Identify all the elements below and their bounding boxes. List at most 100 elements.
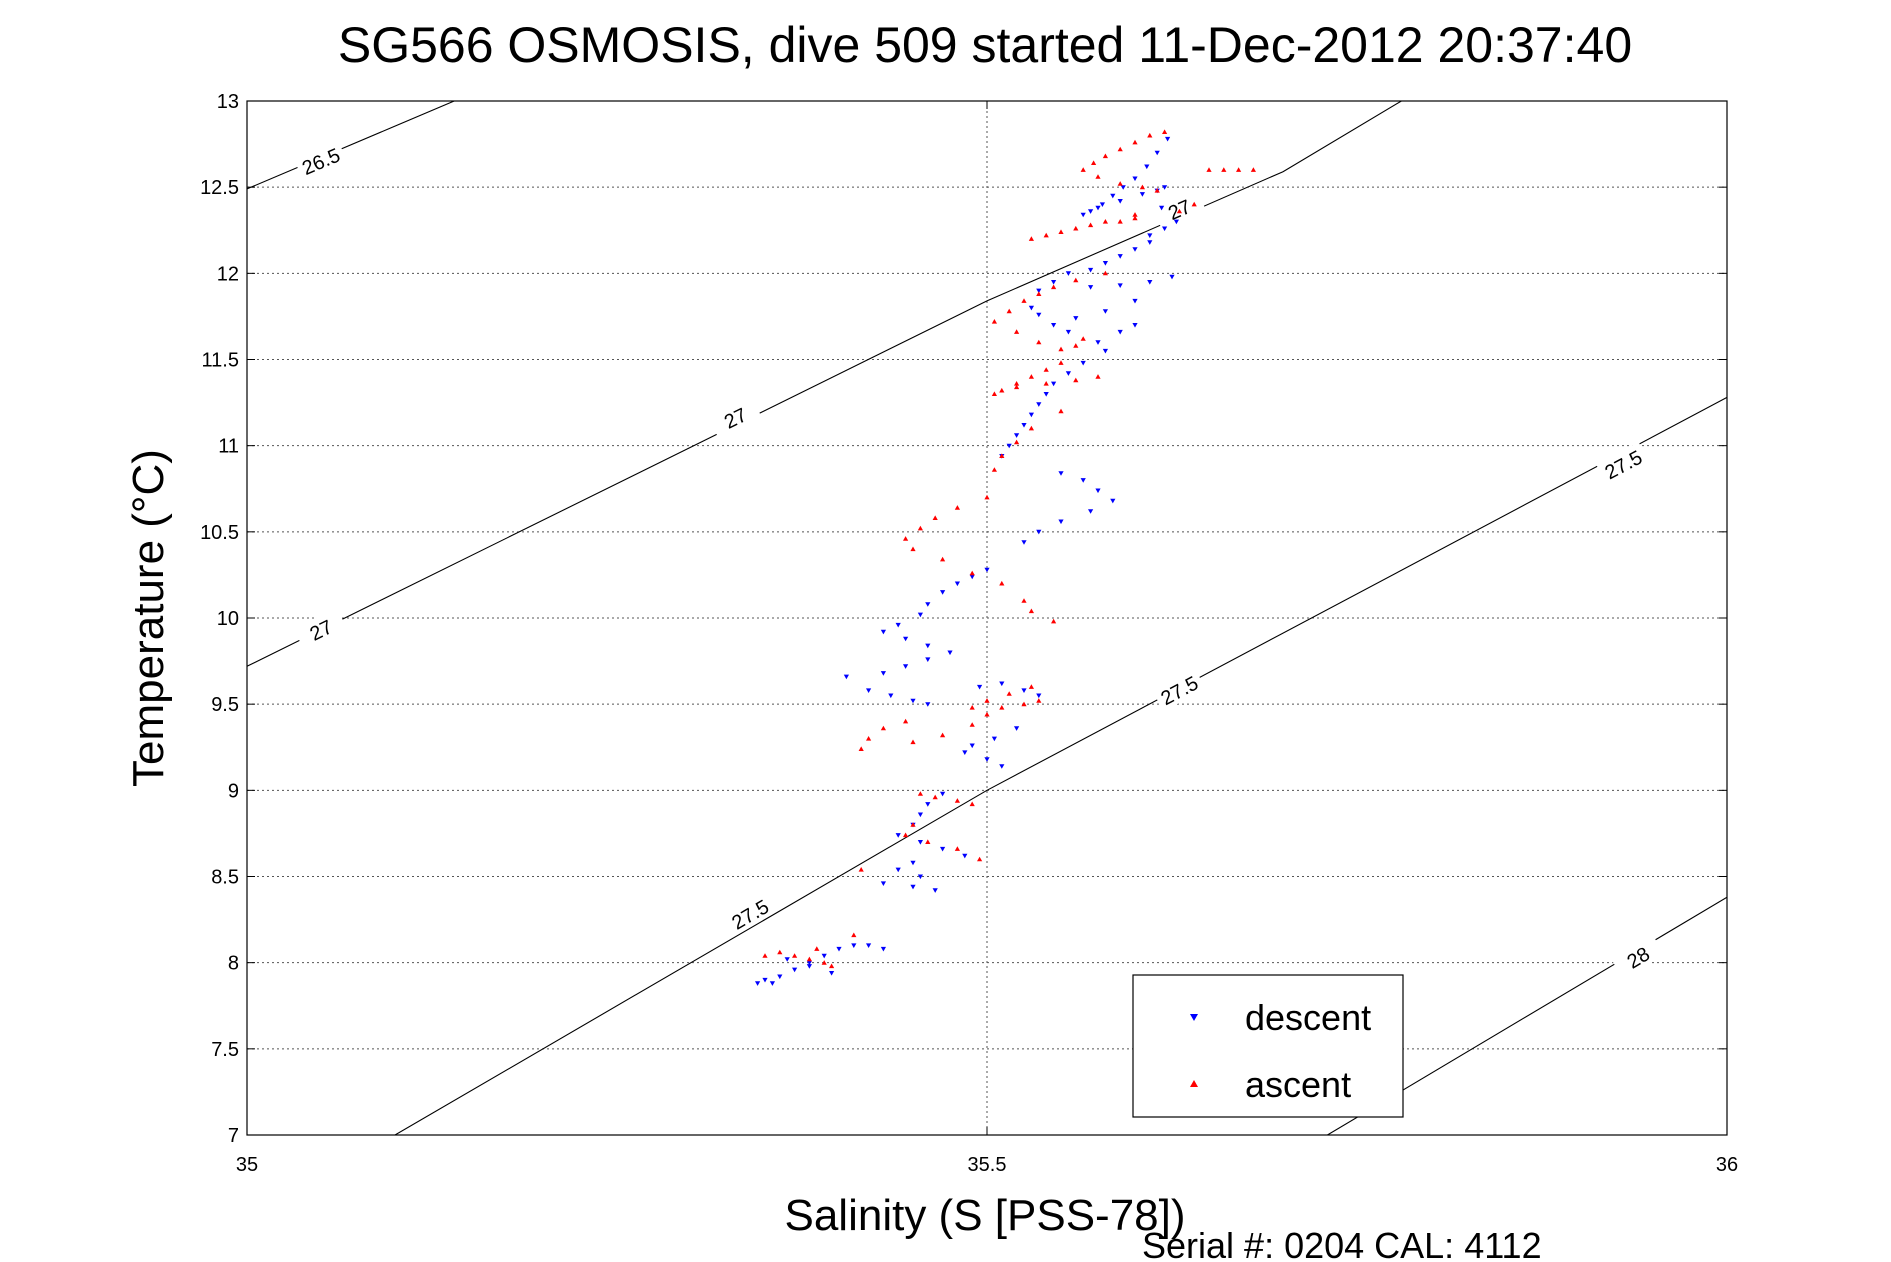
ascent-point-2	[1132, 139, 1138, 145]
descent-point-46	[1028, 412, 1034, 418]
descent-point-3	[1132, 176, 1138, 182]
descent-point-49	[1006, 443, 1012, 449]
ascent-point-81	[932, 794, 938, 800]
descent-point-15	[1147, 233, 1153, 238]
descent-point-100	[910, 884, 916, 890]
ascent-point-30	[1021, 298, 1027, 303]
descent-point-44	[1043, 392, 1049, 397]
ascent-point-25	[1132, 212, 1138, 217]
descent-point-112	[880, 946, 886, 952]
ascent-point-52	[991, 467, 997, 472]
contour-line-0	[247, 101, 455, 190]
descent-point-26	[1088, 285, 1094, 290]
ascent-point-18	[1102, 219, 1108, 224]
serial-cal-footnote: Serial #: 0204 CAL: 4112	[1142, 1225, 1542, 1262]
ascent-point-74	[940, 732, 946, 738]
descent-point-9	[1095, 205, 1101, 211]
descent-point-101	[932, 888, 938, 893]
descent-point-83	[991, 736, 997, 742]
descent-point-25	[1036, 288, 1042, 294]
ascent-point-42	[999, 387, 1005, 393]
descent-point-7	[1088, 209, 1094, 214]
y-tick-label-6: 10	[217, 608, 239, 630]
descent-point-54	[1110, 498, 1116, 504]
contour-label-bg-1-2	[1152, 188, 1206, 230]
ascent-point-93	[821, 960, 827, 965]
descent-point-82	[1014, 726, 1020, 731]
descent-point-62	[940, 590, 946, 595]
descent-point-92	[895, 833, 901, 838]
descent-point-113	[784, 957, 790, 962]
ascent-point-58	[910, 546, 916, 552]
descent-point-23	[1065, 271, 1071, 276]
descent-point-53	[1095, 488, 1101, 494]
y-tick-label-7: 10.5	[200, 522, 239, 544]
descent-point-41	[1080, 360, 1086, 366]
ascent-point-33	[1014, 329, 1020, 334]
descent-point-67	[903, 636, 909, 642]
ascent-point-35	[1058, 346, 1064, 352]
descent-point-27	[1117, 283, 1123, 288]
descent-point-87	[999, 764, 1005, 769]
descent-point-2	[1144, 164, 1150, 170]
descent-point-38	[1117, 329, 1123, 335]
descent-point-60	[969, 574, 975, 580]
ascent-point-1	[1147, 132, 1153, 138]
y-tick-label-1: 7.5	[211, 1039, 239, 1061]
ascent-point-14	[1250, 167, 1256, 172]
ascent-point-44	[1014, 384, 1020, 390]
ascent-point-54	[954, 505, 960, 510]
ascent-point-70	[880, 725, 886, 731]
ascent-point-31	[1006, 308, 1012, 314]
axis-ticks: 35 35.5 36 7 7.5 8 8.5 9 9.5 10 10.5 11 11.5 12 12.5 13	[200, 91, 1738, 1176]
ascent-point-50	[1014, 439, 1020, 445]
ascent-point-89	[977, 856, 983, 862]
ascent-point-38	[1058, 360, 1064, 365]
ascent-point-72	[858, 746, 864, 751]
descent-point-29	[1169, 274, 1175, 280]
descent-point-61	[954, 581, 960, 587]
descent-point-51	[1058, 471, 1064, 476]
descent-point-28	[1147, 280, 1153, 285]
y-tick-label-8: 11	[218, 436, 239, 458]
ascent-point-90	[777, 949, 783, 955]
ascent-point-7	[1095, 174, 1101, 179]
descent-point-85	[962, 750, 968, 755]
ascent-point-13	[1236, 167, 1242, 172]
descent-point-81	[1036, 693, 1042, 699]
ascent-point-17	[1132, 215, 1138, 221]
y-tick-label-3: 8.5	[211, 867, 239, 889]
descent-point-30	[1132, 298, 1138, 304]
descent-point-58	[1021, 540, 1027, 545]
descent-point-80	[1021, 688, 1027, 693]
descent-point-69	[947, 650, 953, 656]
descent-point-110	[755, 981, 761, 986]
descent-point-48	[1014, 433, 1020, 438]
descent-point-96	[910, 860, 916, 866]
ascent-point-16	[1176, 208, 1182, 214]
ascent-point-39	[1043, 367, 1049, 372]
ascent-point-64	[1051, 618, 1057, 624]
ascent-point-47	[1095, 374, 1101, 379]
descent-point-102	[762, 977, 768, 983]
descent-point-93	[917, 840, 923, 845]
y-tick-label-0: 7	[228, 1125, 239, 1147]
ascent-point-22	[1058, 229, 1064, 234]
descent-point-104	[792, 967, 798, 973]
descent-point-74	[866, 688, 872, 693]
ascent-point-10	[1154, 188, 1160, 193]
ascent-point-9	[1139, 184, 1145, 190]
ascent-point-65	[1028, 684, 1034, 689]
descent-point-106	[821, 953, 827, 959]
descent-point-19	[1132, 247, 1138, 252]
ascent-point-94	[762, 953, 768, 958]
descent-point-94	[940, 846, 946, 852]
descent-point-111	[769, 981, 775, 986]
contour-label-0-0: 26.5	[299, 145, 343, 180]
ascent-point-23	[1088, 222, 1094, 228]
x-tick-label-1: 35.5	[968, 1154, 1007, 1176]
ascent-point-11	[1206, 167, 1212, 172]
descent-point-13	[1173, 219, 1179, 225]
ascent-point-88	[858, 867, 864, 872]
y-tick-label-9: 11.5	[202, 350, 239, 372]
